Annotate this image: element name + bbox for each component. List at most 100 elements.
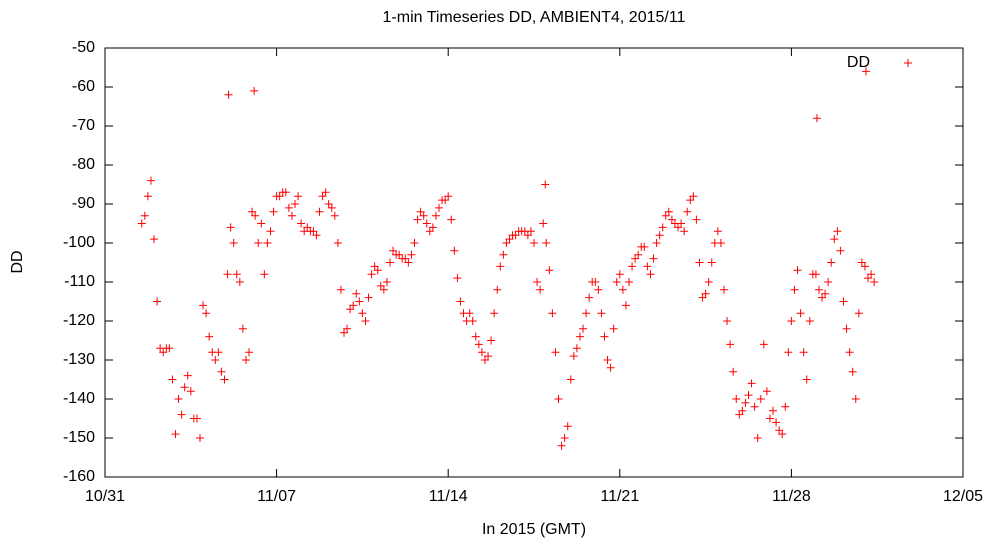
point [557, 441, 566, 450]
y-tick-label: -70 [72, 117, 95, 134]
point [796, 309, 805, 318]
point [352, 289, 361, 298]
y-tick-label: -150 [63, 429, 95, 446]
point [628, 262, 637, 271]
point [692, 215, 701, 224]
point [484, 352, 493, 361]
point [579, 324, 588, 333]
point [290, 200, 299, 208]
point [765, 414, 774, 423]
point [640, 242, 649, 251]
point [539, 219, 548, 228]
point [211, 356, 220, 364]
y-tick-label: -60 [72, 78, 95, 95]
point [355, 297, 364, 306]
y-axis-label: DD [9, 250, 26, 273]
point [284, 203, 293, 212]
point [195, 434, 204, 442]
point [456, 297, 465, 306]
point [361, 317, 370, 325]
point [677, 219, 686, 228]
point [741, 398, 750, 407]
point [269, 207, 278, 216]
point [226, 223, 235, 232]
point [582, 309, 591, 318]
point [183, 371, 192, 380]
y-tick-label: -140 [63, 390, 95, 407]
point [805, 317, 814, 325]
point [560, 434, 569, 442]
point [266, 227, 275, 236]
point [364, 293, 373, 302]
point [493, 285, 502, 294]
point [453, 274, 462, 283]
point [202, 309, 211, 318]
point [680, 227, 689, 236]
point [428, 223, 437, 232]
y-tick-label: -110 [64, 273, 95, 290]
x-tick-label: 11/07 [257, 488, 296, 505]
point [802, 375, 811, 384]
point [499, 250, 508, 259]
point [814, 285, 823, 294]
point [812, 114, 821, 123]
point [719, 285, 728, 294]
point [490, 309, 499, 318]
point [612, 278, 621, 286]
point [312, 231, 321, 240]
point [150, 235, 159, 244]
point [140, 211, 149, 220]
point [327, 203, 336, 212]
point [250, 86, 259, 95]
point [257, 219, 266, 228]
point [235, 278, 244, 286]
point [471, 332, 480, 341]
point [744, 391, 753, 400]
point [465, 309, 474, 318]
point [572, 344, 581, 353]
point [827, 258, 836, 267]
point [447, 215, 456, 224]
point [214, 348, 223, 357]
point [726, 340, 735, 349]
point [474, 340, 483, 349]
point [759, 340, 768, 349]
point [146, 176, 155, 185]
point [199, 301, 208, 310]
point [606, 363, 615, 372]
point [707, 258, 716, 267]
point [870, 278, 879, 286]
point [652, 239, 661, 247]
point [658, 223, 667, 232]
point [689, 192, 698, 201]
point [487, 336, 496, 345]
point [542, 239, 551, 247]
point [842, 324, 851, 333]
point [137, 219, 146, 228]
point [526, 227, 535, 236]
point [569, 352, 578, 361]
point [407, 250, 416, 259]
point [713, 227, 722, 236]
point [315, 207, 324, 216]
point [477, 348, 486, 357]
point [468, 317, 477, 325]
point [655, 231, 664, 240]
point [232, 270, 241, 279]
point [575, 332, 584, 341]
point [615, 270, 624, 279]
point [367, 270, 376, 279]
point [830, 235, 839, 244]
point [422, 219, 431, 228]
point [321, 188, 330, 197]
point [251, 211, 260, 220]
point [821, 289, 830, 298]
point [385, 258, 394, 267]
point [554, 395, 563, 403]
point [747, 379, 756, 388]
point [177, 410, 186, 419]
point [431, 211, 440, 220]
point [238, 324, 247, 333]
point [824, 278, 833, 286]
